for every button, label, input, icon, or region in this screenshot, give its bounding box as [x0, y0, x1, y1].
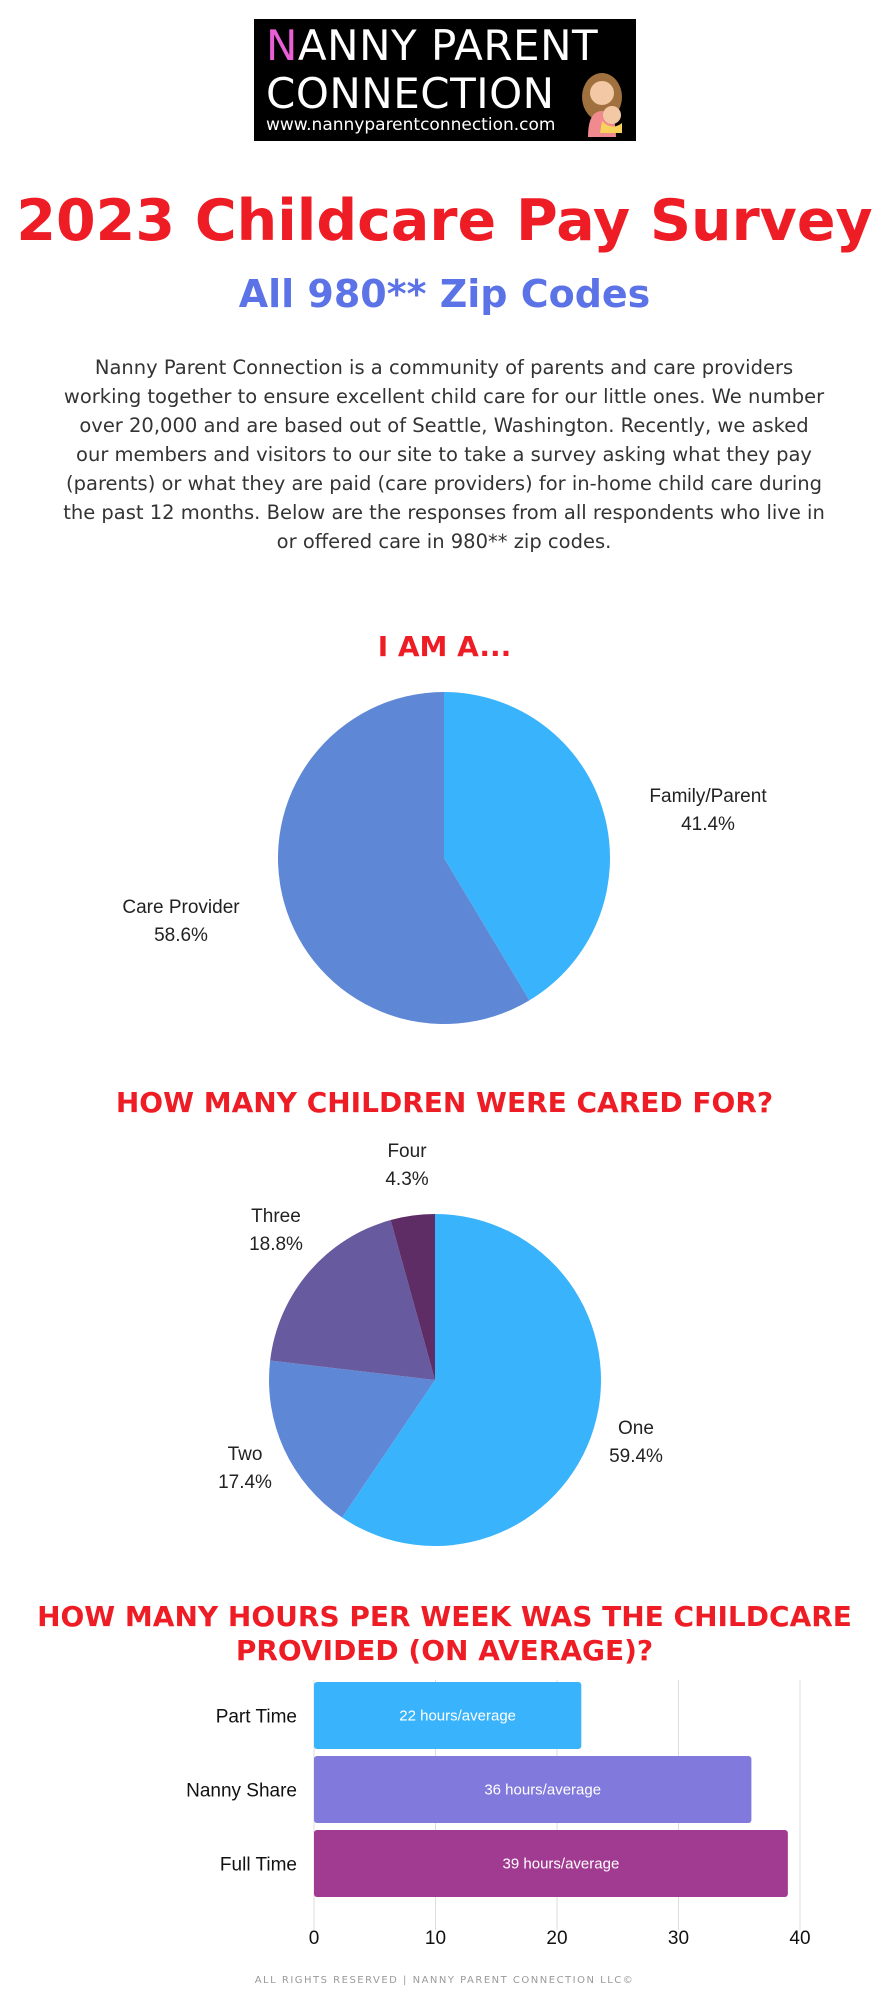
i-am-a-slice-percent: 41.4%	[681, 814, 735, 835]
children-slice-percent: 4.3%	[385, 1169, 428, 1190]
bar-full-time	[314, 1830, 788, 1897]
children-slice-three	[270, 1220, 435, 1380]
children-slice-percent: 59.4%	[609, 1446, 663, 1467]
logo-url: www.nannyparentconnection.com	[266, 115, 556, 135]
footer-text: ALL RIGHTS RESERVED | NANNY PARENT CONNE…	[254, 1975, 635, 1986]
nanny-with-baby-icon	[582, 73, 622, 137]
children-slice-percent: 17.4%	[218, 1472, 272, 1493]
bar-data-label: 22 hours/average	[399, 1708, 516, 1725]
logo: NANNY PARENT CONNECTION www.nannyparentc…	[254, 19, 636, 141]
x-tick-label: 0	[309, 1928, 320, 1949]
category-label: Nanny Share	[186, 1781, 297, 1802]
i-am-a-slice-care-provider	[278, 692, 530, 1024]
x-tick-label: 40	[789, 1928, 810, 1949]
chart2-title: HOW MANY CHILDREN WERE CARED FOR?	[115, 1086, 774, 1119]
bar-nanny-share	[314, 1756, 752, 1823]
children-slice-two	[269, 1360, 435, 1518]
i-am-a-slice-family-parent	[444, 692, 611, 1001]
bar-data-label: 39 hours/average	[503, 1856, 620, 1873]
children-slice-label: Two	[228, 1444, 263, 1465]
logo-line1: NANNY PARENT	[266, 21, 598, 70]
pie-chart-children: One 59.4% Two 17.4% Three 18.8% Four 4.3%	[218, 1141, 663, 1546]
x-tick-label: 10	[425, 1928, 446, 1949]
page-subtitle: All 980** Zip Codes	[238, 272, 651, 316]
x-tick-label: 20	[546, 1928, 567, 1949]
bar-chart-hours: 0 10 20 30 40 22 hours/average Part Time 36 hou…	[186, 1680, 811, 1949]
i-am-a-slice-label: Care Provider	[122, 897, 240, 918]
x-tick-label: 30	[668, 1928, 689, 1949]
children-slice-label: Three	[251, 1206, 301, 1227]
children-slice-four	[390, 1214, 435, 1380]
category-label: Full Time	[220, 1855, 297, 1876]
chart3-title: HOW MANY HOURS PER WEEK WAS THE CHILDCAR…	[37, 1600, 852, 1667]
i-am-a-slice-percent: 58.6%	[154, 925, 208, 946]
children-slice-one	[342, 1214, 602, 1546]
bar-data-label: 36 hours/average	[484, 1782, 601, 1799]
children-slice-label: Four	[387, 1141, 427, 1162]
page-title: 2023 Childcare Pay Survey	[16, 188, 873, 254]
chart1-title: I AM A...	[377, 630, 512, 663]
bar-part-time	[314, 1682, 582, 1749]
intro-paragraph: Nanny Parent Connection is a community o…	[63, 356, 825, 553]
logo-line2: CONNECTION	[266, 69, 555, 118]
category-label: Part Time	[216, 1707, 297, 1728]
logo-first-letter: N	[266, 21, 298, 70]
i-am-a-slice-label: Family/Parent	[649, 786, 767, 807]
logo-line1-rest: ANNY PARENT	[297, 21, 599, 70]
children-slice-percent: 18.8%	[249, 1234, 303, 1255]
children-slice-label: One	[618, 1418, 654, 1439]
pie-chart-i-am-a: Family/Parent 41.4% Care Provider 58.6%	[122, 692, 767, 1024]
